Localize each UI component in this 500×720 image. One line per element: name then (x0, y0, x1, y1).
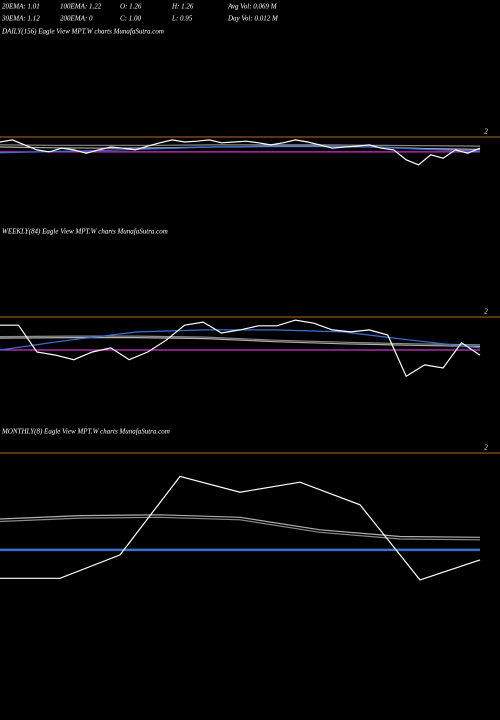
header-stat: C: 1.00 (120, 15, 142, 23)
header-stat: 100EMA: 1.22 (60, 3, 102, 11)
header-stat: O: 1.26 (120, 3, 142, 11)
y-tick-label: 2 (484, 444, 488, 452)
series-line (0, 337, 481, 347)
series-line (0, 516, 481, 541)
series-line (0, 514, 481, 538)
panel-title: WEEKLY(84) Eagle View MPT.W charts Munaf… (2, 228, 168, 236)
header-stat: 20EMA: 1.01 (2, 3, 40, 11)
y-tick-label: 2 (484, 308, 488, 316)
header-stat: Avg Vol: 0.069 M (227, 3, 278, 11)
header-stat: L: 0.95 (171, 15, 193, 23)
series-line (0, 475, 481, 581)
y-tick-label: 2 (484, 128, 488, 136)
header-stat: 30EMA: 1.12 (1, 15, 40, 23)
series-line (0, 145, 481, 154)
header-stat: Day Vol: 0.012 M (227, 15, 279, 23)
header-stat: H: 1.26 (171, 3, 194, 11)
panel-title: MONTHLY(8) Eagle View MPT.W charts Munaf… (1, 428, 170, 436)
series-line (0, 144, 481, 147)
header-stat: 200EMA: 0 (60, 15, 93, 23)
series-line (0, 335, 481, 346)
series-line (0, 319, 481, 378)
panel-title: DAILY(156) Eagle View MPT.W charts Munaf… (1, 28, 164, 36)
series-line (0, 139, 481, 166)
